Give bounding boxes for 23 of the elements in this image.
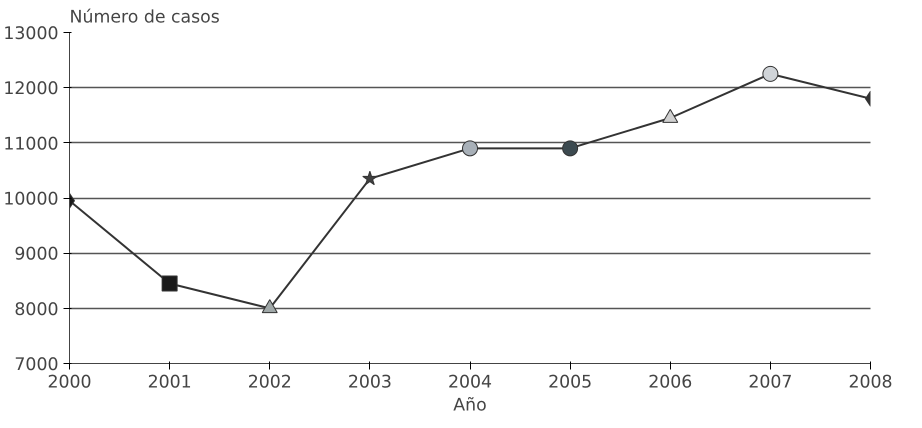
y-tick-label: 12000 [3,79,58,100]
y-tick-label: 11000 [3,134,58,154]
x-tick-label: 2006 [648,372,692,392]
x-tick-label: 2000 [47,372,92,392]
x-tick-label: 2004 [448,372,492,392]
point [362,170,378,186]
x-tick-label: 2007 [748,372,792,392]
y-tick-label: 9000 [14,244,59,265]
y-tick-label: 7000 [14,355,59,375]
x-tick-label: 2005 [548,372,592,392]
x-tick-label: 2002 [248,372,292,392]
x-tick-label: 2008 [848,372,893,392]
y-tick-label: 8000 [14,300,59,320]
point [462,140,478,156]
x-tick-label: 2001 [148,372,192,392]
x-axis-title: Año [453,396,487,416]
y-axis-title: Número de casos [70,8,220,28]
x-tick-label: 2003 [348,372,392,392]
point [162,276,178,292]
point [762,66,778,82]
y-tick-label: 10000 [3,190,58,210]
point [562,140,578,156]
y-tick-label: 13000 [3,24,58,44]
